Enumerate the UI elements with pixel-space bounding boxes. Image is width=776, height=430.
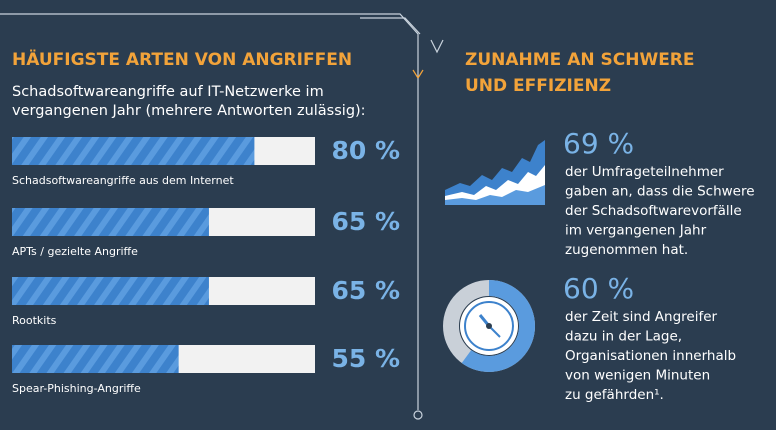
value-label: 65 % xyxy=(331,276,400,305)
stat-text: der Zeit sind Angreifer xyxy=(565,309,718,325)
bar xyxy=(12,345,179,373)
stat-text: im vergangenen Jahr xyxy=(565,223,707,239)
stat-text: Organisationen innerhalb xyxy=(565,348,736,364)
clock-icon xyxy=(460,297,518,355)
stats-title: ZUNAHME AN SCHWERE xyxy=(465,50,695,70)
stat-text: der Umfrageteilnehmer xyxy=(565,164,724,180)
value-label: 65 % xyxy=(331,207,400,236)
bar xyxy=(12,137,255,165)
value-label: 80 % xyxy=(331,136,400,165)
stat-text: gaben an, dass die Schwere xyxy=(565,184,755,200)
stat-text: von wenigen Minuten xyxy=(565,368,710,384)
category-label: Schadsoftwareangriffe aus dem Internet xyxy=(12,174,234,187)
category-label: APTs / gezielte Angriffe xyxy=(12,245,138,258)
subtitle: Schadsoftwareangriffe auf IT-Netzwerke i… xyxy=(12,84,324,100)
bar xyxy=(12,277,209,305)
donut-arc xyxy=(443,280,535,372)
stat-value: 60 % xyxy=(563,272,634,305)
category-label: Rootkits xyxy=(12,314,57,327)
area-chart-icon xyxy=(445,140,545,205)
category-label: Spear-Phishing-Angriffe xyxy=(12,382,141,395)
decoration xyxy=(0,13,444,420)
stat-text: dazu in der Lage, xyxy=(565,329,682,345)
stat-text: zugenommen hat. xyxy=(565,242,688,258)
stat-text: der Schadsoftwarevorfälle xyxy=(565,203,742,219)
chart-title: HÄUFIGSTE ARTEN VON ANGRIFFEN xyxy=(12,48,352,70)
subtitle: vergangenen Jahr (mehrere Antworten zulä… xyxy=(12,103,366,119)
stat-text: zu gefährden¹. xyxy=(565,387,664,403)
stat-value: 69 % xyxy=(563,127,634,160)
bar xyxy=(12,208,209,236)
value-label: 55 % xyxy=(331,344,400,373)
stats-title: UND EFFIZIENZ xyxy=(465,76,611,96)
